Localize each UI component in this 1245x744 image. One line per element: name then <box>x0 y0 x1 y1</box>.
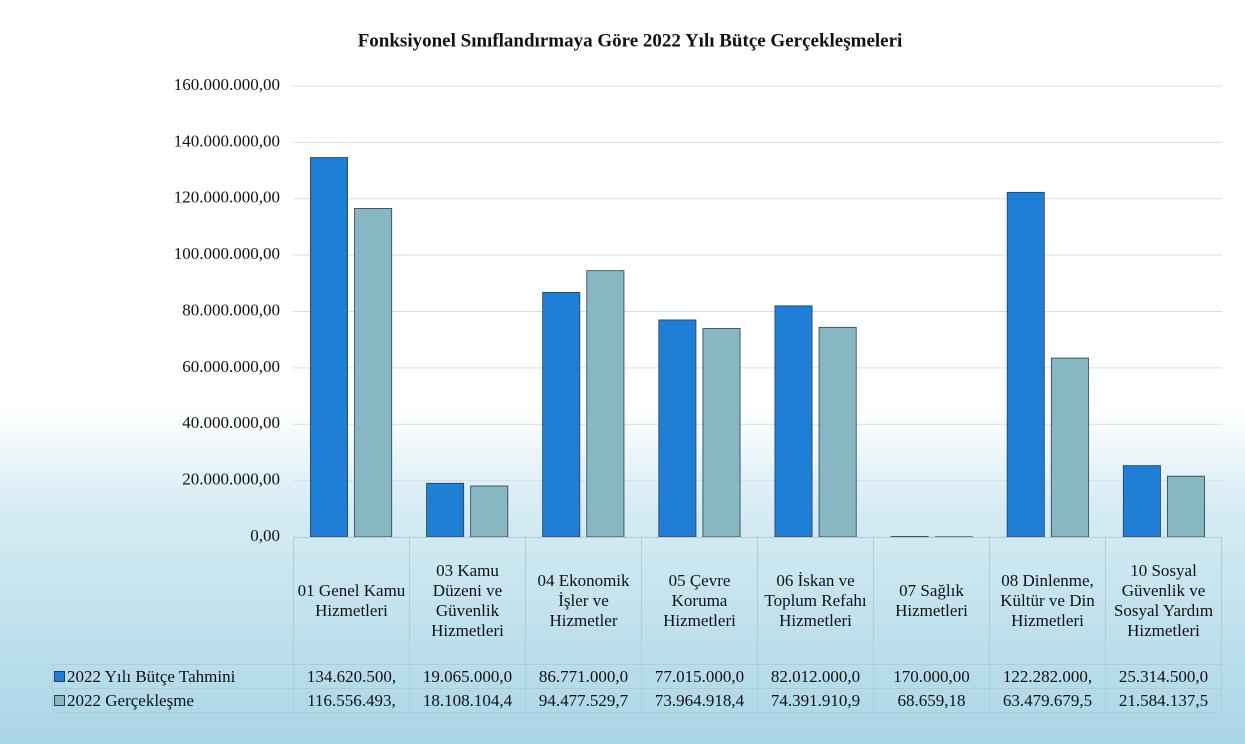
bar <box>310 157 348 538</box>
data-label: 18.108.104,4 <box>409 688 526 713</box>
bar <box>542 292 581 538</box>
data-label: 68.659,18 <box>873 688 990 713</box>
y-tick-label: 160.000.000,00 <box>174 75 280 94</box>
bar <box>426 482 465 538</box>
data-label: 170.000,00 <box>873 664 990 689</box>
data-label: 25.314.500,0 <box>1105 664 1222 689</box>
empty-cell <box>53 538 294 665</box>
y-tick-label: 0,00 <box>250 526 280 545</box>
data-label: 122.282.000, <box>989 664 1106 689</box>
y-tick-label: 60.000.000,00 <box>182 357 280 376</box>
bar <box>1050 357 1089 538</box>
data-label: 77.015.000,0 <box>641 664 758 689</box>
x-tick-label: 10 Sosyal Güvenlik ve Sosyal Yardım Hizm… <box>1105 537 1222 665</box>
data-table: 01 Genel Kamu Hizmetleri 03 Kamu Düzeni v… <box>52 537 1222 713</box>
data-label: 134.620.500, <box>293 664 410 689</box>
bar <box>774 305 813 538</box>
legend-item: 2022 Gerçekleşme <box>52 688 294 713</box>
y-tick-label: 80.000.000,00 <box>182 300 280 319</box>
bar <box>1006 191 1045 538</box>
data-label: 94.477.529,7 <box>525 688 642 713</box>
legend-item: 2022 Yılı Bütçe Tahmini <box>52 664 294 689</box>
y-tick-label: 40.000.000,00 <box>182 413 280 432</box>
y-tick-label: 20.000.000,00 <box>182 470 280 489</box>
bar <box>470 485 509 538</box>
x-tick-label: 03 Kamu Düzeni ve Güvenlik Hizmetleri <box>409 537 526 665</box>
bar <box>1122 465 1161 538</box>
bar <box>586 270 625 538</box>
data-label: 19.065.000,0 <box>409 664 526 689</box>
bar <box>658 319 697 538</box>
bar <box>354 208 393 538</box>
x-tick-label: 07 Sağlık Hizmetleri <box>873 537 990 665</box>
data-label: 116.556.493, <box>293 688 410 713</box>
series-row: 2022 Gerçekleşme 116.556.493, 18.108.104,4… <box>52 688 1222 713</box>
bar <box>1167 475 1205 538</box>
data-label: 74.391.910,9 <box>757 688 874 713</box>
data-label: 82.012.000,0 <box>757 664 874 689</box>
data-label: 86.771.000,0 <box>525 664 642 689</box>
legend-swatch <box>54 694 65 706</box>
legend-label: 2022 Yılı Bütçe Tahmini <box>67 666 236 686</box>
data-label: 63.479.679,5 <box>989 688 1106 713</box>
bar <box>702 328 741 538</box>
legend-swatch <box>54 670 65 682</box>
y-tick-label: 140.000.000,00 <box>174 131 280 150</box>
data-label: 21.584.137,5 <box>1105 688 1222 713</box>
bar <box>818 326 857 538</box>
x-tick-label: 01 Genel Kamu Hizmetleri <box>293 537 410 665</box>
x-tick-label: 04 Ekonomik İşler ve Hizmetler <box>525 537 642 665</box>
y-tick-label: 120.000.000,00 <box>174 188 280 207</box>
x-tick-label: 08 Dinlenme, Kültür ve Din Hizmetleri <box>989 537 1106 665</box>
series-row: 2022 Yılı Bütçe Tahmini 134.620.500, 19.06… <box>52 664 1222 689</box>
x-tick-label: 06 İskan ve Toplum Refahı Hizmetleri <box>757 537 874 665</box>
y-tick-label: 100.000.000,00 <box>174 244 280 263</box>
category-row: 01 Genel Kamu Hizmetleri 03 Kamu Düzeni v… <box>53 537 1222 665</box>
data-label: 73.964.918,4 <box>641 688 758 713</box>
x-tick-label: 05 Çevre Koruma Hizmetleri <box>641 537 758 665</box>
chart-title: Fonksiyonel Sınıflandırmaya Göre 2022 Yı… <box>358 30 903 51</box>
legend-label: 2022 Gerçekleşme <box>67 690 194 710</box>
